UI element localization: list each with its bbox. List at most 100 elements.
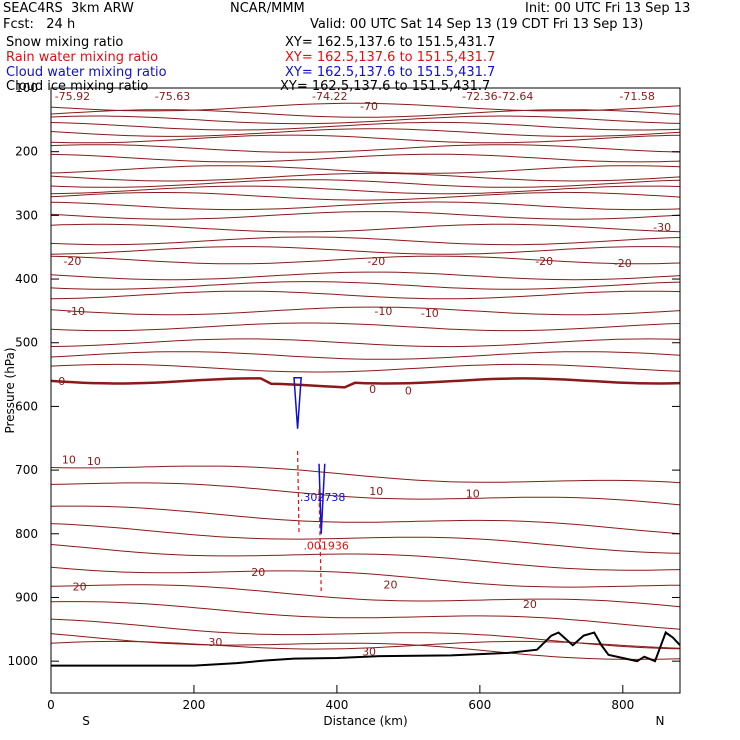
- y-tick-label: 600: [15, 399, 38, 413]
- contour-label: 20: [384, 579, 398, 592]
- contour-label: 10: [62, 453, 76, 466]
- isotherm--60-0: [50, 134, 681, 144]
- contour-label: -20: [63, 255, 81, 268]
- forecast-hour: Fcst: 24 h: [3, 17, 76, 32]
- isotherm--40-1: [50, 144, 681, 153]
- legend-snow: Snow mixing ratio: [6, 35, 124, 50]
- top-temp-label: -74.22: [312, 90, 347, 103]
- isotherm--50-3: [50, 121, 681, 131]
- terrain-line: [51, 630, 681, 667]
- isotherm--40-0: [50, 191, 681, 201]
- x-tick-label: 600: [468, 698, 491, 712]
- top-temp-label: -72.64: [498, 90, 533, 103]
- isotherm-10-3: [50, 523, 681, 554]
- legend-snow-xy: XY= 162.5,137.6 to 151.5,431.7: [285, 35, 496, 50]
- model-title: SEAC4RS 3km ARW: [3, 1, 134, 16]
- top-temp-label: -75.63: [155, 90, 190, 103]
- isotherm-10-5: [50, 566, 681, 588]
- isotherm--50-1: [50, 109, 681, 118]
- isotherm-10-4: [50, 544, 681, 571]
- north-label: N: [656, 714, 665, 728]
- legend-rain-xy: XY= 162.5,137.6 to 151.5,431.7: [285, 50, 496, 65]
- isotherm--30-0: [50, 223, 681, 233]
- isotherm--10-2: [50, 338, 681, 348]
- contour-label: 30: [208, 636, 222, 649]
- cloud-water-lower: [318, 463, 326, 534]
- y-tick-label: 300: [15, 208, 38, 222]
- isotherm--30-2: [50, 211, 681, 220]
- x-tick-label: 400: [325, 698, 348, 712]
- x-tick-label: 800: [611, 698, 634, 712]
- y-axis-title: Pressure (hPa): [3, 347, 17, 433]
- y-tick-label: 700: [15, 463, 38, 477]
- isotherm--10-1: [50, 322, 681, 332]
- isotherm--50-2: [50, 115, 681, 125]
- y-tick-label: 800: [15, 527, 38, 541]
- south-label: S: [82, 714, 90, 728]
- contour-label: -20: [535, 255, 553, 268]
- y-tick-label: 400: [15, 272, 38, 286]
- y-tick-label: 100: [15, 81, 38, 95]
- y-tick-label: 900: [15, 590, 38, 604]
- isotherm-20-2: [50, 618, 681, 650]
- contour-label: 10: [369, 485, 383, 498]
- y-tick-label: 200: [15, 145, 38, 159]
- isotherm--70-0: [50, 102, 681, 112]
- isotherm--40-2: [50, 153, 681, 163]
- isotherm-10-2: [50, 505, 681, 535]
- legend-rain: Rain water mixing ratio: [6, 50, 159, 65]
- x-tick-label: 0: [47, 698, 55, 712]
- isotherm-10-1: [50, 482, 681, 506]
- x-tick-label: 200: [183, 698, 206, 712]
- contour-label: -10: [374, 305, 392, 318]
- isotherm--30-3: [50, 236, 681, 246]
- isotherm--40-5: [50, 185, 681, 195]
- contour-label: 0: [58, 375, 65, 388]
- legend-cloud-water: Cloud water mixing ratio: [6, 65, 167, 80]
- init-time: Init: 00 UTC Fri 13 Sep 13: [525, 1, 691, 16]
- isotherm--10-4: [50, 363, 681, 373]
- valid-time: Valid: 00 UTC Sat 14 Sep 13 (19 CDT Fri …: [310, 17, 644, 32]
- isotherm--30-4: [50, 246, 681, 255]
- top-temp-label: -71.58: [619, 90, 654, 103]
- x-axis-title: Distance (km): [323, 714, 407, 728]
- isotherm-20-1: [50, 601, 681, 630]
- isotherm-10-0: [50, 465, 681, 484]
- contour-label: -20: [367, 255, 385, 268]
- plot-frame: [50, 87, 681, 694]
- isotherm--40-4: [50, 179, 681, 188]
- contour-label: -10: [421, 307, 439, 320]
- legend-cloud-water-xy: XY= 162.5,137.6 to 151.5,431.7: [285, 65, 496, 80]
- contour-label: -20: [614, 257, 632, 270]
- isotherm--20-2: [50, 281, 681, 290]
- isotherm--50-4: [50, 128, 681, 137]
- isotherm--30-1: [50, 201, 681, 211]
- contour-label: 20: [523, 598, 537, 611]
- contour-label: 20: [73, 581, 87, 594]
- isotherm--20-1: [50, 271, 681, 281]
- cloud-water-upper: [293, 377, 302, 429]
- rain-water-b: [318, 489, 322, 592]
- contour-label: -30: [653, 221, 671, 234]
- isotherm--20-0: [50, 255, 681, 265]
- isotherm--50-0: [50, 165, 681, 174]
- isotherm--20-3: [50, 290, 681, 300]
- top-temp-label: -75.92: [55, 90, 90, 103]
- isotherm--40-3: [50, 172, 681, 182]
- isotherm--10-0: [50, 306, 681, 316]
- y-tick-label: 1000: [7, 654, 38, 668]
- contour-label: 0: [405, 385, 412, 398]
- contour-label: -10: [67, 305, 85, 318]
- legend-cloud-ice-xy: XY= 162.5,137.6 to 151.5,431.7: [280, 79, 491, 94]
- contour-label: 20: [251, 566, 265, 579]
- contour-label: 0: [369, 383, 376, 396]
- cloud-value-label: .302738: [300, 491, 346, 504]
- isotherm-20-0: [50, 584, 681, 608]
- contour-label: 10: [87, 455, 101, 468]
- cloud-value-label: .001936: [303, 539, 349, 552]
- isotherm-0-3: [50, 377, 681, 388]
- y-tick-label: 500: [15, 336, 38, 350]
- contour-label: 30: [362, 646, 376, 659]
- isotherm--10-3: [50, 351, 681, 360]
